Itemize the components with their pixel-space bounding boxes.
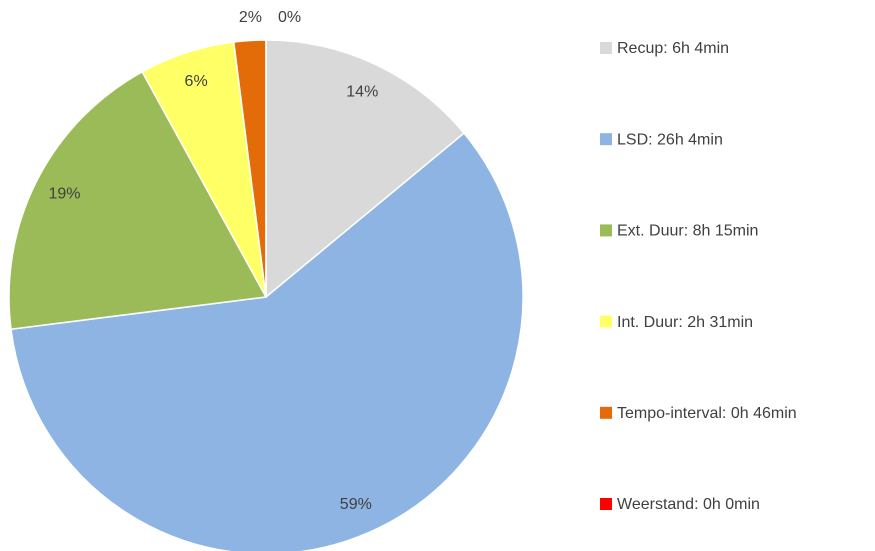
legend-swatch [600,315,612,328]
pie-slice [8,70,268,331]
data-label: 19% [48,186,80,203]
legend-label: Tempo-interval: 0h 46min [617,405,797,422]
legend-swatch [600,224,612,237]
data-label: 6% [185,73,208,90]
pie-slice [10,132,524,551]
data-label: 14% [346,84,378,101]
data-label: 59% [340,496,372,513]
legend-swatch [600,133,612,146]
legend-swatch [600,406,612,419]
legend-label: Recup: 6h 4min [617,40,729,57]
data-label: 0% [278,9,301,26]
legend-label: LSD: 26h 4min [617,131,723,148]
legend-label: Weerstand: 0h 0min [617,496,760,513]
legend-swatch [600,498,612,510]
legend-swatch [600,42,612,54]
pie-slice [265,39,466,299]
legend-label: Ext. Duur: 8h 15min [617,223,758,240]
legend-label: Int. Duur: 2h 31min [617,314,753,331]
data-label: 2% [239,9,262,26]
